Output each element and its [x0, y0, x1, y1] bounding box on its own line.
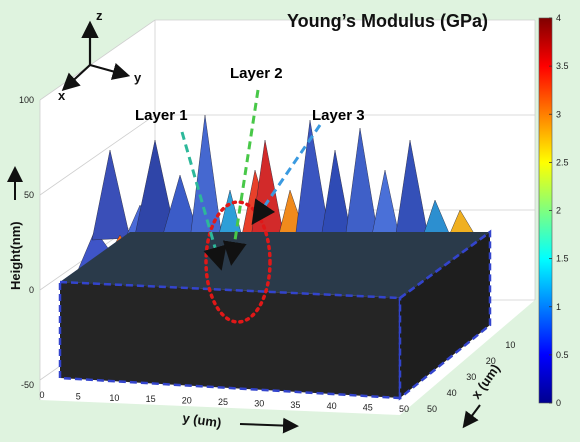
z-tick-label: 0 — [29, 285, 34, 295]
x-tick-label: 30 — [466, 372, 476, 382]
colorbar-ticks: 4 3.5 3 2.5 2 1.5 1 0.5 0 — [549, 13, 569, 408]
x-tick-label: 40 — [447, 388, 457, 398]
y-axis-title: y (um) — [182, 410, 223, 430]
y-ticks: 0 5 10 15 20 25 30 35 40 45 50 — [39, 390, 409, 414]
colorbar-tick-label: 2 — [556, 206, 561, 216]
y-tick-label: 10 — [109, 393, 119, 403]
chart-title: Young’s Modulus (GPa) — [287, 11, 488, 31]
orientation-triad — [61, 20, 131, 91]
triad-z-label: z — [96, 8, 103, 23]
colorbar-tick-label: 0.5 — [556, 350, 569, 360]
y-tick-label: 30 — [254, 398, 264, 408]
y-tick-label: 45 — [363, 403, 373, 413]
layer-2-arrow — [222, 89, 260, 266]
y-tick-label: 40 — [327, 401, 337, 411]
z-tick-label: 50 — [24, 190, 34, 200]
z-ticks: 100 50 0 -50 — [19, 95, 34, 390]
x-tick-label: 20 — [486, 356, 496, 366]
colorbar-tick-label: 0 — [556, 398, 561, 408]
box-front — [58, 280, 402, 400]
triad-y-label: y — [134, 70, 142, 85]
layer-3-label: Layer 3 — [312, 107, 365, 124]
triad-x-label: x — [58, 88, 66, 103]
box-top — [60, 232, 490, 298]
layer-1-arrow — [180, 131, 227, 271]
y-tick-label: 20 — [182, 396, 192, 406]
box-edge — [399, 230, 491, 300]
y-tick-label: 35 — [290, 400, 300, 410]
z-tick-label: -50 — [21, 380, 34, 390]
y-tick-label: 15 — [146, 394, 156, 404]
colorbar-tick-label: 3 — [556, 109, 561, 119]
x-tick-label: 10 — [505, 340, 515, 350]
colorbar-tick-label: 1 — [556, 302, 561, 312]
y-axis-arrow — [239, 417, 299, 434]
y-tick-label: 5 — [76, 391, 81, 401]
layer-2-label: Layer 2 — [230, 65, 283, 82]
y-tick-label: 50 — [399, 404, 409, 414]
surface-facet — [91, 149, 131, 241]
x-tick-label: 50 — [427, 404, 437, 414]
layer-1-label: Layer 1 — [135, 107, 188, 124]
z-tick-label: 100 — [19, 95, 34, 105]
x-ticks: 10 20 30 40 50 — [427, 340, 515, 414]
y-tick-label: 25 — [218, 397, 228, 407]
colorbar-tick-label: 1.5 — [556, 254, 569, 264]
y-tick-label: 0 — [39, 390, 44, 400]
x-axis-arrow — [462, 404, 481, 429]
colorbar-tick-label: 3.5 — [556, 61, 569, 71]
colorbar-tick-label: 2.5 — [556, 157, 569, 167]
z-axis-title: Height(nm) — [8, 221, 23, 290]
layer-3-arrow — [251, 124, 322, 225]
colorbar-tick-label: 4 — [556, 13, 561, 23]
box-side — [398, 229, 492, 401]
